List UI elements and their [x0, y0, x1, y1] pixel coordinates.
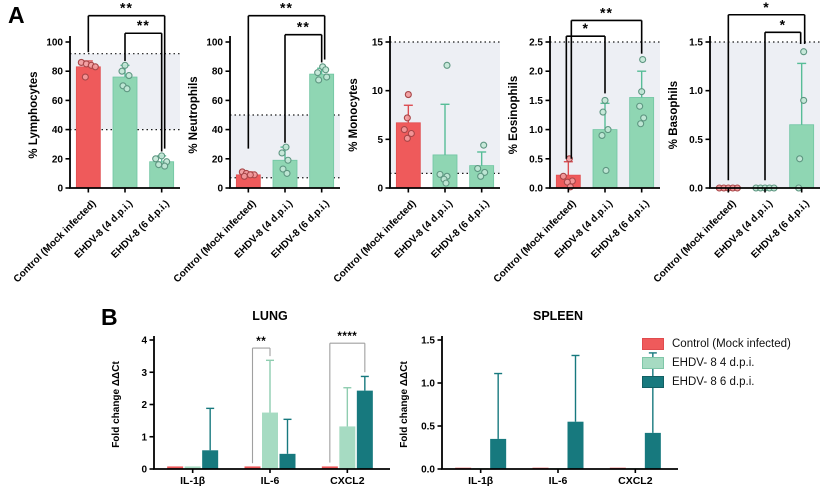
svg-text:****: **** — [337, 331, 357, 343]
legend-swatch-4dpi — [642, 357, 664, 369]
svg-text:80: 80 — [212, 67, 224, 78]
svg-text:20: 20 — [52, 154, 64, 165]
svg-text:0: 0 — [377, 184, 383, 195]
svg-text:*: * — [582, 20, 588, 36]
svg-text:1.0: 1.0 — [529, 125, 543, 136]
svg-text:*: * — [780, 16, 786, 32]
svg-text:% Eosinophils: % Eosinophils — [508, 76, 520, 155]
panel-a-charts: 0 20 40 60 80 100% Lymphocytes Control (Mock i… — [12, 0, 824, 304]
svg-text:LUNG: LUNG — [252, 309, 287, 323]
svg-text:**: ** — [137, 17, 150, 33]
svg-text:SPLEEN: SPLEEN — [533, 309, 583, 323]
svg-text:1.5: 1.5 — [529, 96, 543, 107]
svg-text:2.5: 2.5 — [529, 38, 543, 49]
svg-text:40: 40 — [52, 125, 64, 136]
svg-text:100: 100 — [206, 38, 223, 49]
svg-text:*: * — [763, 0, 769, 15]
svg-text:**: ** — [280, 0, 293, 16]
legend-item-4dpi: EHDV- 8 4 d.p.i. — [642, 357, 791, 369]
svg-text:1.0: 1.0 — [689, 86, 703, 97]
legend-item-control: Control (Mock infected) — [642, 338, 791, 350]
svg-text:0.5: 0.5 — [529, 154, 543, 165]
legend-item-6dpi: EHDV- 8 6 d.p.i. — [642, 376, 791, 388]
svg-text:IL-6: IL-6 — [549, 475, 568, 487]
svg-text:4: 4 — [141, 336, 147, 347]
svg-text:CXCL2: CXCL2 — [618, 475, 653, 487]
svg-text:**: ** — [120, 0, 133, 16]
legend-swatch-6dpi — [642, 376, 664, 388]
svg-text:60: 60 — [52, 96, 64, 107]
svg-text:IL-1β: IL-1β — [180, 475, 206, 487]
chart-lung: LUNG 0 1 2 3 4 IL-1β IL-6 CXCL2 Fold change ΔΔCt *… — [111, 309, 390, 487]
svg-text:0: 0 — [57, 184, 63, 195]
svg-text:**: ** — [256, 336, 266, 348]
panel-a-label: A — [8, 2, 25, 28]
chart-spleen: SPLEEN 0.0 0.5 1.0 1.5 IL-1β IL-6 CXCL2 Fold cha… — [399, 309, 678, 487]
svg-text:5: 5 — [377, 135, 383, 146]
svg-text:10: 10 — [372, 86, 384, 97]
legend: Control (Mock infected) EHDV- 8 4 d.p.i.… — [642, 338, 791, 388]
svg-text:0: 0 — [217, 184, 223, 195]
svg-text:0.0: 0.0 — [529, 184, 543, 195]
legend-label: Control (Mock infected) — [672, 338, 791, 350]
svg-text:2: 2 — [141, 400, 147, 411]
svg-text:CXCL2: CXCL2 — [330, 475, 365, 487]
panel-b-label: B — [101, 304, 118, 330]
svg-text:0.5: 0.5 — [689, 135, 703, 146]
svg-text:100: 100 — [46, 38, 63, 49]
svg-text:% Lymphocytes: % Lymphocytes — [28, 71, 40, 158]
svg-text:1.0: 1.0 — [421, 379, 435, 390]
svg-text:80: 80 — [52, 67, 64, 78]
legend-swatch-control — [642, 338, 664, 350]
svg-text:1.5: 1.5 — [421, 336, 435, 347]
svg-text:0: 0 — [141, 465, 147, 476]
svg-text:2.0: 2.0 — [529, 67, 543, 78]
svg-text:1.5: 1.5 — [689, 38, 703, 49]
svg-text:IL-1β: IL-1β — [468, 475, 494, 487]
svg-text:Fold change ΔΔCt: Fold change ΔΔCt — [111, 361, 122, 448]
svg-text:% Basophils: % Basophils — [668, 81, 680, 149]
svg-text:**: ** — [297, 19, 310, 35]
legend-label: EHDV- 8 6 d.p.i. — [672, 376, 755, 388]
svg-text:% Neutrophils: % Neutrophils — [188, 76, 200, 153]
svg-text:20: 20 — [212, 154, 224, 165]
svg-text:0.0: 0.0 — [421, 465, 435, 476]
svg-text:40: 40 — [212, 125, 224, 136]
svg-text:Fold change ΔΔCt: Fold change ΔΔCt — [399, 361, 410, 448]
svg-text:60: 60 — [212, 96, 224, 107]
svg-text:1: 1 — [141, 432, 147, 443]
svg-text:IL-6: IL-6 — [261, 475, 280, 487]
svg-text:3: 3 — [141, 368, 147, 379]
svg-text:0.5: 0.5 — [421, 422, 435, 433]
svg-text:**: ** — [600, 4, 613, 20]
svg-text:15: 15 — [372, 38, 384, 49]
legend-label: EHDV- 8 4 d.p.i. — [672, 357, 755, 369]
svg-text:0.0: 0.0 — [689, 184, 703, 195]
svg-text:% Monocytes: % Monocytes — [348, 78, 360, 152]
